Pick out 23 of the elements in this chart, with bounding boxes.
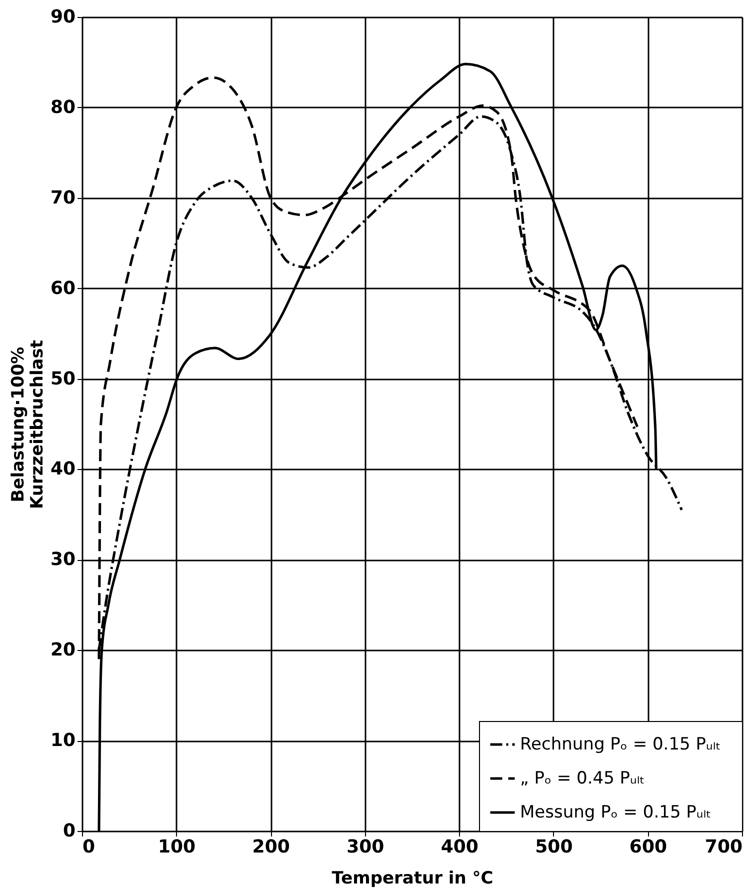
x-tick-label: 400 — [440, 836, 478, 858]
y-tick-label: 40 — [50, 458, 76, 480]
x-tick-label: 100 — [158, 836, 196, 858]
y-tick-label: 90 — [50, 6, 76, 28]
y-tick-label: 0 — [62, 820, 76, 842]
y-tick-label: 60 — [50, 278, 76, 299]
x-axis-title: Temperatur in °C — [332, 868, 494, 888]
x-tick-label: 500 — [535, 836, 573, 858]
y-tick-label: 10 — [50, 730, 76, 752]
y-tick-label: 50 — [50, 368, 76, 390]
x-tick-label: 300 — [346, 836, 384, 858]
y-tick-label: 20 — [50, 640, 76, 661]
legend-label: „ Pₒ = 0.45 Pᵤₗₜ — [520, 768, 645, 788]
x-tick-label: 600 — [629, 836, 668, 858]
y-tick-label: 70 — [50, 187, 76, 208]
y-axis-title: Belastung·100% Kurzzeitbruchlast — [8, 340, 48, 510]
y-tick-label: 30 — [50, 549, 76, 570]
x-tick-label: 200 — [252, 836, 290, 858]
x-tick-label: 700 — [704, 836, 742, 858]
legend-label: Messung Pₒ = 0.15 Pᵤₗₜ — [520, 802, 712, 822]
y-tick-label: 80 — [50, 96, 76, 118]
legend-label: Rechnung Pₒ = 0.15 Pᵤₗₜ — [520, 734, 721, 754]
x-tick-label: 0 — [82, 836, 96, 858]
